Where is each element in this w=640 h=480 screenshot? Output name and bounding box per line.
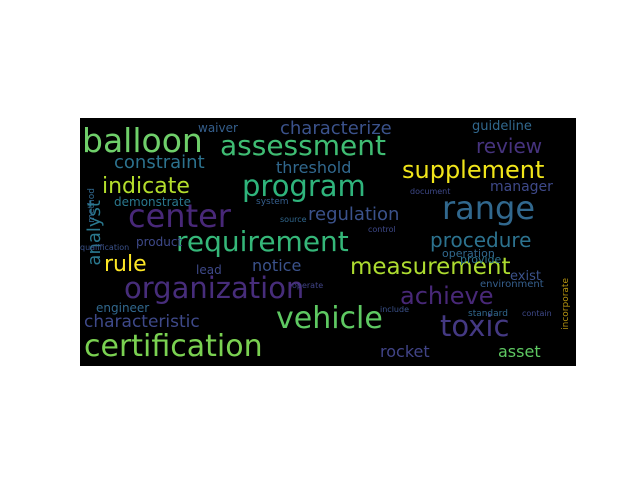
word-contain: contain (522, 309, 552, 318)
word-characterize: characterize (280, 118, 392, 139)
word-procedure: procedure (430, 228, 532, 252)
word-standard: standard (468, 309, 508, 319)
word-document: document (410, 187, 451, 196)
word-characteristic: characteristic (84, 312, 200, 332)
word-range: range (442, 189, 536, 227)
word-provide: provide (460, 253, 502, 266)
word-system: system (256, 197, 289, 207)
word-assessment: assessment (220, 129, 386, 162)
word-organization: organization (124, 271, 305, 305)
word-exist: exist (510, 269, 541, 284)
word-requirement: requirement (176, 225, 349, 258)
word-manager: manager (490, 179, 553, 195)
word-supplement: supplement (402, 156, 545, 184)
word-review: review (476, 134, 543, 158)
word-engineer: engineer (96, 301, 150, 315)
word-asset: asset (498, 342, 541, 361)
word-notice: notice (252, 256, 302, 275)
word-constraint: constraint (114, 152, 205, 173)
word-include: include (380, 305, 409, 314)
word-waiver: waiver (198, 121, 238, 135)
word-guideline: guideline (472, 119, 532, 134)
word-vehicle: vehicle (276, 301, 383, 336)
word-rule: rule (104, 252, 147, 277)
word-threshold: threshold (276, 158, 352, 177)
word-control: control (368, 225, 396, 234)
word-incorporate: incorporate (561, 278, 571, 330)
word-environment: environment (480, 279, 544, 290)
word-center: center (128, 197, 231, 235)
word-toxic: toxic (440, 309, 510, 343)
word-source: source (280, 215, 307, 224)
word-operation: operation (442, 247, 495, 260)
word-demonstrate: demonstrate (114, 195, 191, 209)
word-product: product (136, 235, 183, 249)
word-rocket: rocket (380, 342, 430, 361)
word-cloud: balloon assessment characterize guideline re… (80, 118, 576, 366)
word-operate: operate (292, 281, 324, 290)
word-qualification: qualification (80, 243, 130, 252)
word-certification: certification (84, 329, 263, 364)
word-balloon: balloon (82, 121, 203, 160)
word-achieve: achieve (400, 282, 494, 310)
word-regulation: regulation (308, 204, 400, 225)
word-indicate: indicate (102, 174, 190, 199)
word-measurement: measurement (350, 254, 511, 280)
word-program: program (242, 169, 366, 203)
word-method: method (87, 188, 97, 223)
word-lead: lead (196, 263, 222, 277)
